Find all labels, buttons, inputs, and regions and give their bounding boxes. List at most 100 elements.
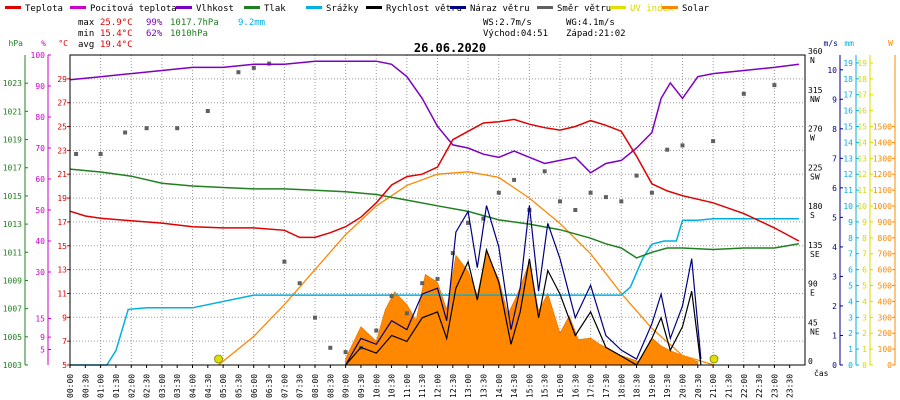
axis-tick-label-mm: 4 (848, 297, 853, 306)
x-tick-label: 00:00 (66, 374, 75, 398)
chart-axes: hPa1003100510071009101110131015101710191… (3, 39, 896, 370)
axis-tick-label-mm: 3 (848, 313, 853, 322)
axis-tick-label-dir: 135 (808, 241, 823, 250)
axis-tick-label-w: 400 (878, 297, 893, 306)
axis-title-w: W (888, 39, 893, 48)
wind-direction-point (680, 143, 685, 148)
chart-title: 26.06.2020 (414, 41, 486, 55)
stats-block: max 25.9°C 99% 1017.7hPa 9.2mm min 15.4°… (78, 18, 626, 50)
stat-avg-temp: 19.4°C (100, 40, 133, 50)
axis-tick-label-mm: 9 (848, 218, 853, 227)
axis-tick-label-dir-compass: SE (810, 250, 820, 259)
x-tick-label: 20:00 (679, 374, 688, 398)
axis-tick-label-uv: 8 (862, 234, 867, 243)
axis-tick-label-mm: 14 (843, 138, 853, 147)
plot-area (69, 60, 800, 366)
sunset-marker (709, 354, 719, 364)
x-tick-label: 03:30 (173, 374, 182, 398)
x-tick-label: 06:30 (265, 374, 274, 398)
axis-tick-label-hpa: 1021 (3, 107, 22, 116)
legend-swatch-rychlost-v-tru (366, 6, 382, 9)
wind-direction-point (343, 350, 348, 355)
legend-swatch-vlhkost (176, 6, 192, 9)
axis-tick-label-mm: 17 (843, 91, 853, 100)
axis-tick-label-uv: 10 (857, 202, 867, 211)
x-tick-label: 13:30 (479, 374, 488, 398)
axis-tick-label-uv: 12 (857, 170, 867, 179)
axis-title-mm: mm (844, 39, 854, 48)
wind-direction-point (634, 173, 639, 178)
axis-tick-label-w: 1100 (873, 186, 892, 195)
axis-tick-label-ms: 6 (832, 184, 837, 193)
x-tick-label: 02:30 (143, 374, 152, 398)
axis-tick-label-degc: 11 (57, 289, 67, 298)
legend-swatch-tlak (244, 6, 260, 9)
x-tick-label: 15:30 (541, 374, 550, 398)
axis-tick-label-dir: 315 (808, 86, 823, 95)
axis-tick-label-degc: 21 (57, 170, 67, 179)
axis-tick-label-mm: 5 (848, 282, 853, 291)
x-axis-label: čas (814, 368, 829, 378)
axis-tick-label-mm: 15 (843, 123, 853, 132)
x-tick-label: 19:00 (648, 374, 657, 398)
axis-tick-label-degc: 23 (57, 146, 67, 155)
axis-tick-label-ms: 2 (832, 302, 837, 311)
x-tick-label: 21:30 (724, 374, 733, 398)
axis-tick-label-pct: 80 (35, 113, 45, 122)
series-teplota (69, 118, 800, 242)
axis-tick-label-mm: 8 (848, 234, 853, 243)
wind-direction-point (420, 281, 425, 286)
wind-direction-point (558, 199, 562, 204)
axis-tick-label-w: 200 (878, 329, 893, 338)
axis-tick-label-degc: 27 (57, 99, 67, 108)
axis-tick-label-uv: 0 (862, 361, 867, 370)
x-tick-label: 10:00 (372, 374, 381, 398)
legend-swatch-solar (662, 6, 678, 9)
axis-tick-label-degc: 13 (57, 266, 67, 275)
wind-direction-point (74, 152, 79, 156)
axis-tick-label-uv: 5 (862, 282, 867, 291)
axis-tick-label-pct: 70 (35, 144, 45, 153)
axis-tick-label-mm: 10 (843, 202, 853, 211)
x-tick-label: 04:30 (204, 374, 213, 398)
axis-tick-label-w: 500 (878, 282, 893, 291)
axis-tick-label-hpa: 1015 (3, 192, 22, 201)
x-tick-label: 04:00 (189, 374, 198, 398)
axis-tick-label-mm: 11 (843, 186, 853, 195)
stat-max-temp: 25.9°C (100, 18, 133, 28)
axis-tick-label-pct: 50 (35, 206, 45, 215)
x-tick-label: 02:00 (127, 374, 136, 398)
series-solar (218, 171, 715, 366)
x-axis: 00:00 00:30 01:00 01:30 02:00 02:30 03:00 03:30… (66, 365, 795, 398)
axis-tick-label-pct: 100 (31, 51, 46, 60)
x-tick-label: 18:00 (617, 374, 626, 398)
axis-tick-label-uv: 1 (862, 345, 867, 354)
series-vlhkost (69, 60, 799, 174)
wind-direction-point (665, 147, 670, 152)
x-tick-label: 05:00 (219, 374, 228, 398)
axis-tick-label-hpa: 1013 (3, 220, 22, 229)
stat-min-temp: 15.4°C (100, 29, 133, 39)
axis-title-hpa: hPa (9, 39, 24, 48)
x-tick-label: 16:00 (556, 374, 565, 398)
sunrise-marker (214, 354, 223, 364)
axis-tick-label-pct: 9 (40, 333, 45, 342)
axis-tick-label-ms: 0 (832, 361, 837, 370)
axis-tick-label-w: 0 (887, 361, 892, 370)
axis-tick-label-dir-compass: E (810, 289, 815, 298)
axis-tick-label-ms: 3 (832, 272, 837, 281)
axis-tick-label-dir: 270 (808, 125, 823, 134)
stat-min-hum: 62% (146, 29, 163, 39)
stat-max-label: max (78, 18, 95, 28)
legend-swatch-sm-r-v-tru (537, 6, 553, 9)
wind-direction-point (175, 126, 180, 131)
stat-sunset: Západ:21:02 (566, 29, 626, 39)
series-rychlost-vetru (345, 247, 702, 366)
axis-tick-label-uv: 14 (857, 138, 867, 147)
wind-direction-point (711, 139, 716, 144)
x-tick-label: 06:00 (250, 374, 259, 398)
x-tick-label: 16:30 (571, 374, 580, 398)
stat-sunrise: Východ:04:51 (483, 29, 548, 39)
legend-label-n-raz-v-tru: Náraz větru (470, 4, 530, 14)
